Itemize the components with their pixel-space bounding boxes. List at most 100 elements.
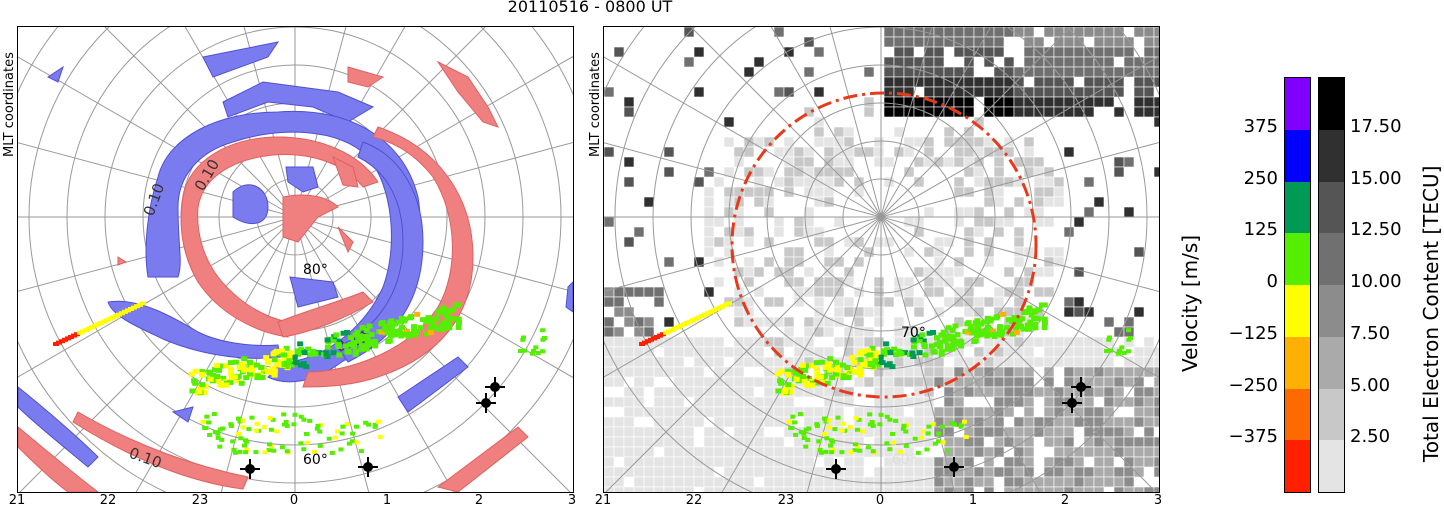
velocity-tick-label: −250 <box>1228 374 1278 396</box>
velocity-vector <box>930 421 936 426</box>
tec-cell <box>703 246 715 258</box>
tec-cell <box>1073 296 1085 308</box>
velocity-vector <box>1035 316 1042 322</box>
tec-cell <box>1143 96 1155 108</box>
velocity-vector <box>275 362 282 368</box>
tec-cell <box>973 166 985 178</box>
velocity-vector <box>236 431 242 436</box>
velocity-axis-label: Velocity [m/s] <box>1178 234 1202 372</box>
tec-cell <box>1093 76 1105 88</box>
velocity-vector <box>832 371 839 377</box>
tec-cell <box>853 336 865 348</box>
tec-cell <box>1103 96 1115 108</box>
velocity-vector <box>977 332 984 338</box>
tec-cell <box>933 46 945 58</box>
velocity-vector <box>804 363 811 369</box>
velocity-vector <box>445 309 452 315</box>
tec-cell <box>663 366 675 378</box>
tec-cell <box>1103 426 1115 438</box>
tec-cell <box>1103 466 1115 478</box>
tec-cell <box>853 236 865 248</box>
tec-cell <box>1043 106 1055 118</box>
velocity-vector <box>832 359 839 365</box>
velocity-vector <box>246 371 253 377</box>
velocity-vector <box>240 418 246 423</box>
tec-cell <box>1083 176 1095 188</box>
tec-cell <box>893 376 905 388</box>
velocity-vector <box>352 332 359 338</box>
tec-cell <box>763 476 775 488</box>
tec-cell <box>604 436 615 448</box>
tec-cell <box>763 296 775 308</box>
velocity-vector <box>851 359 858 365</box>
tec-cell <box>1113 166 1125 178</box>
tec-cell <box>643 356 655 368</box>
latitude-label: 60° <box>892 452 917 468</box>
auroral-boundary <box>730 91 1038 399</box>
velocity-vector <box>288 362 295 368</box>
tec-cell <box>1073 346 1085 358</box>
tec-cell <box>1013 96 1025 108</box>
tec-cell <box>1103 406 1115 418</box>
tec-cell <box>803 156 815 168</box>
velocity-vector <box>220 382 227 388</box>
tec-cell <box>1023 486 1035 492</box>
velocity-vector <box>249 364 256 370</box>
velocity-vector <box>304 432 310 437</box>
velocity-vector <box>281 422 287 427</box>
tec-cell <box>913 376 925 388</box>
velocity-color-segment <box>1285 440 1310 492</box>
velocity-vector <box>1005 317 1012 323</box>
tec-cell <box>1003 476 1015 488</box>
velocity-vector <box>824 380 831 386</box>
tec-cell <box>823 286 835 298</box>
velocity-vector <box>540 349 546 354</box>
velocity-vector <box>232 359 239 365</box>
mlt-tick-label: 1 <box>968 493 978 508</box>
velocity-vector <box>234 378 241 384</box>
velocity-tick-label: −375 <box>1228 426 1278 448</box>
velocity-vector <box>948 334 955 340</box>
tec-cell <box>983 56 995 68</box>
velocity-vector <box>817 447 823 452</box>
tec-cell <box>963 386 975 398</box>
velocity-tick-label: 0 <box>1266 271 1278 292</box>
tec-cell <box>1113 156 1125 168</box>
tec-cell <box>803 486 815 492</box>
velocity-vector <box>329 450 335 455</box>
tec-cell <box>703 346 715 358</box>
velocity-vector <box>827 356 834 362</box>
tec-cell <box>753 396 765 408</box>
tec-cell <box>693 46 705 58</box>
velocity-vector <box>300 361 307 367</box>
tec-cell <box>753 286 765 298</box>
tec-cell <box>753 196 765 208</box>
velocity-vector <box>801 378 808 384</box>
tec-cell <box>1083 206 1095 218</box>
velocity-vector <box>967 326 974 332</box>
tec-cell <box>1093 346 1105 358</box>
tec-cell <box>1123 206 1135 218</box>
velocity-vector <box>868 355 875 361</box>
velocity-vector <box>366 422 372 427</box>
tec-cell <box>1053 486 1065 492</box>
tec-cell <box>1013 106 1025 118</box>
tec-cell <box>1103 86 1115 98</box>
tec-cell <box>743 266 755 278</box>
tec-cell <box>813 326 825 338</box>
velocity-vector <box>933 335 940 341</box>
velocity-vector <box>867 422 873 427</box>
tec-cell <box>1073 216 1085 228</box>
tec-cell <box>943 396 955 408</box>
mlt-meridian <box>880 216 1159 293</box>
velocity-vector <box>344 329 351 335</box>
velocity-vector <box>279 445 285 450</box>
tec-cell <box>883 476 895 488</box>
velocity-vector <box>830 447 836 452</box>
tec-cell <box>1153 456 1159 468</box>
tec-cell <box>803 66 815 78</box>
tec-cell <box>1063 36 1075 48</box>
tec-cell <box>923 86 935 98</box>
tec-cell <box>613 396 625 408</box>
velocity-vector <box>878 412 884 417</box>
